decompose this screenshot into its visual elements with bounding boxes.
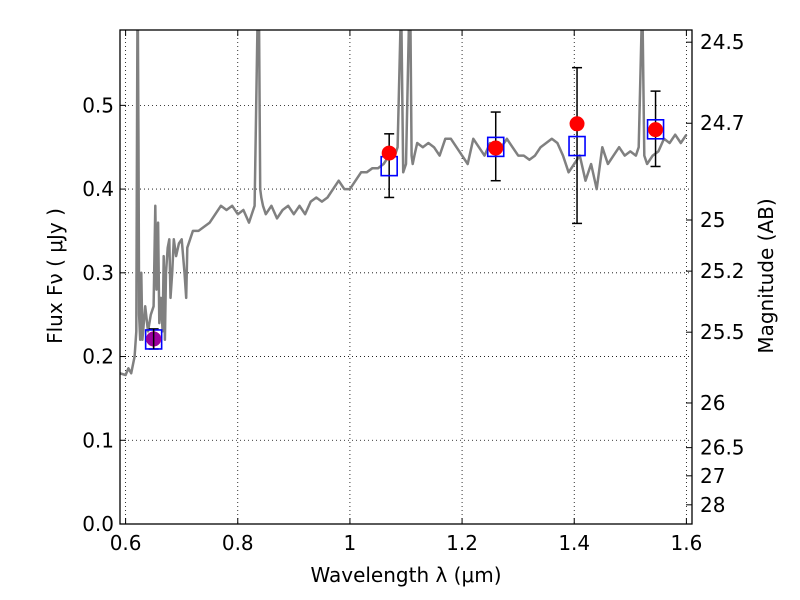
x-tick-label: 0.8: [222, 531, 254, 555]
y-tick-label: 0.1: [82, 428, 114, 452]
x-tick-label: 1.2: [446, 531, 478, 555]
y2-tick-label: 24.7: [700, 111, 745, 135]
y2-tick-label: 26.5: [700, 436, 745, 460]
observed-flux-point: [381, 145, 397, 161]
y2-tick-label: 25: [700, 208, 725, 232]
y2-tick-label: 25.2: [700, 259, 745, 283]
observed-flux-point: [569, 116, 585, 132]
model-square-marker: [568, 135, 586, 157]
y-tick-label: 0.4: [82, 177, 114, 201]
y-axis-label: Flux Fν ( μJy ): [43, 208, 67, 344]
plot-frame: [119, 29, 693, 525]
x-tick-label: 1: [344, 531, 357, 555]
y-tick-label: 0.3: [82, 261, 114, 285]
axis-ticks: 0.6 0.8 1 1.2 1.4 1.6 0.0 0.1 0.2 0.3 0.4 0.5 24.5 24…: [82, 30, 745, 555]
y2-tick-label: 28: [700, 493, 725, 517]
x-tick-label: 1.4: [558, 531, 590, 555]
photometry-markers: [144, 116, 665, 350]
x-tick-label: 1.6: [670, 531, 702, 555]
grid-lines: [120, 30, 692, 525]
y2-axis-label: Magnitude (AB): [754, 198, 778, 353]
y2-tick-label: 25.5: [700, 320, 745, 344]
y-tick-label: 0.5: [82, 93, 114, 117]
model-square-marker: [486, 136, 505, 158]
x-axis-label: Wavelength λ (μm): [310, 563, 501, 587]
y-tick-label: 0.0: [82, 512, 114, 536]
observed-flux-point: [648, 122, 664, 138]
model-square-marker: [646, 119, 665, 140]
spectrum-layer: [120, 30, 688, 377]
observed-flux-point: [488, 140, 504, 156]
y2-tick-label: 27: [700, 464, 725, 488]
x-tick-label: 0.6: [110, 531, 142, 555]
y2-tick-label: 24.5: [700, 30, 745, 54]
y-tick-label: 0.2: [82, 345, 114, 369]
y2-tick-label: 26: [700, 391, 725, 415]
template-spectrum-line: [120, 30, 688, 377]
